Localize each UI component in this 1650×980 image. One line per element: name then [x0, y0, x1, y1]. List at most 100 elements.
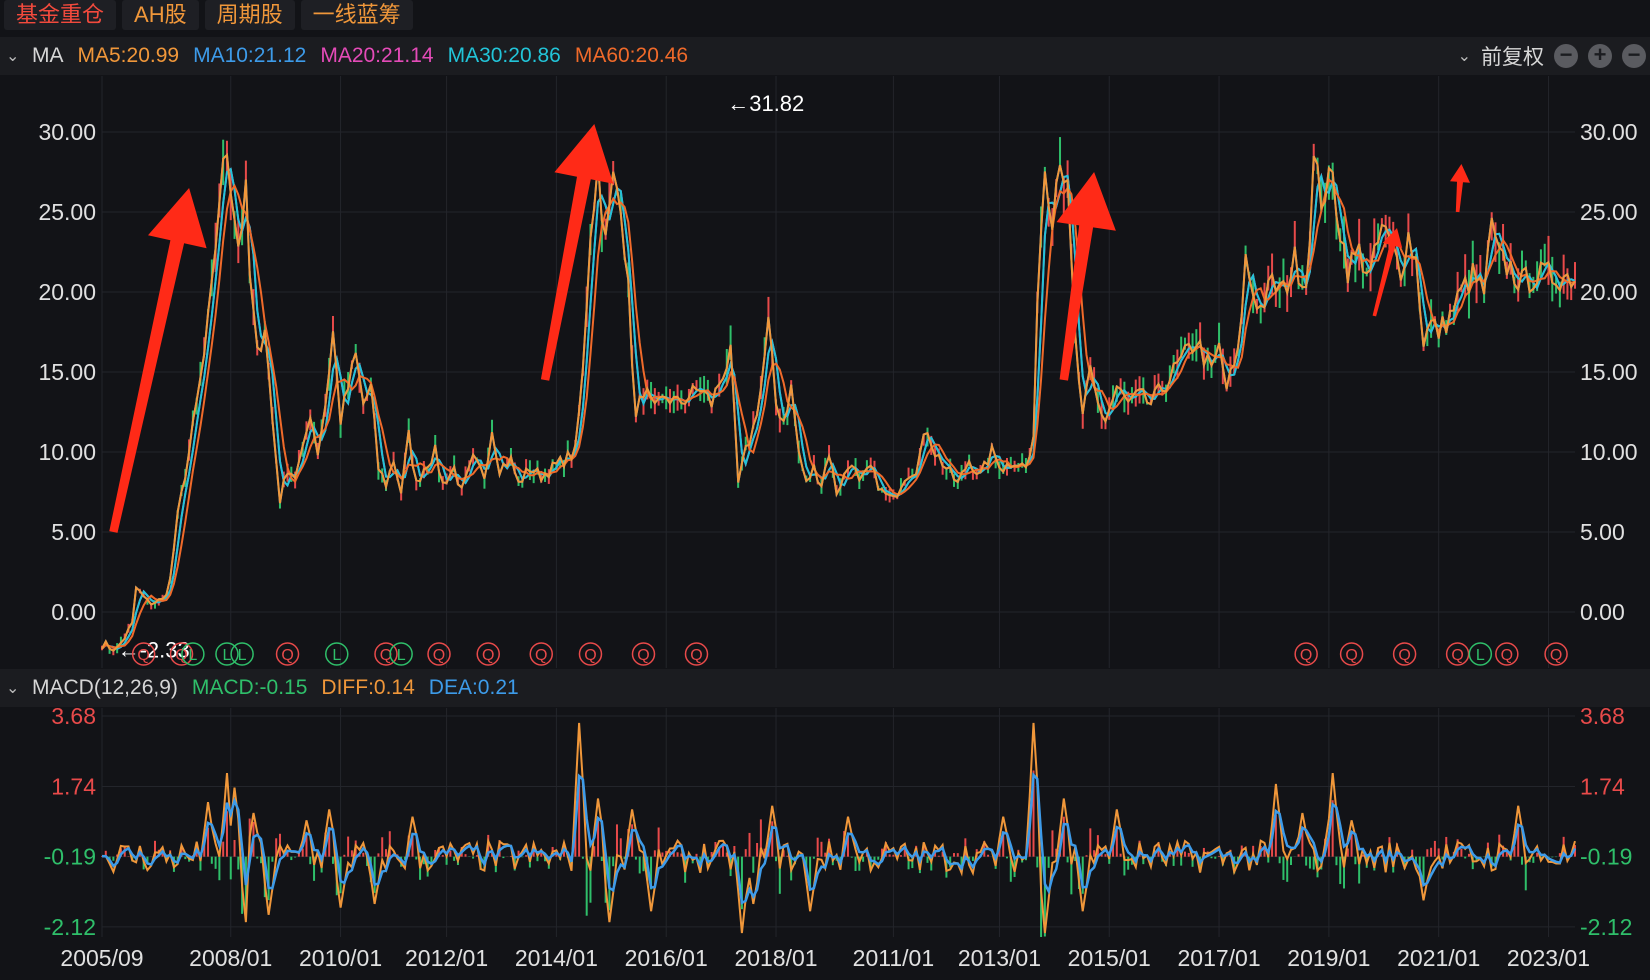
event-marker-q	[427, 642, 451, 666]
event-marker-label: L	[1476, 647, 1485, 664]
x-axis-label: 2021/01	[1397, 945, 1480, 971]
price-candles	[101, 137, 1576, 656]
event-marker-label: Q	[1550, 647, 1562, 664]
diff-value: DIFF:0.14	[321, 676, 415, 699]
trend-arrow-1	[540, 124, 614, 381]
event-marker-label: Q	[535, 647, 547, 664]
macd-ytick-right: 1.74	[1580, 774, 1625, 800]
x-axis-label: 2011/01	[853, 945, 934, 971]
x-axis-label: 2005/09	[60, 945, 143, 971]
ma20-line	[101, 167, 1576, 650]
collapse-macd-chevron-icon[interactable]: ⌄	[6, 680, 20, 697]
macd-ytick-right: -2.12	[1580, 914, 1632, 940]
trend-arrow-2	[1056, 172, 1116, 381]
adjust-mode-select[interactable]: 前复权	[1481, 46, 1544, 69]
event-marker-l	[230, 642, 254, 666]
event-marker-q	[476, 642, 500, 666]
macd-ytick-right: -0.19	[1580, 844, 1632, 870]
macd-ytick-left: -0.19	[44, 844, 96, 870]
event-marker-q	[1294, 642, 1318, 666]
event-marker-q	[631, 642, 656, 666]
event-marker-label: Q	[137, 647, 149, 664]
x-axis-label: 2013/01	[958, 945, 1041, 971]
x-axis-label: 2008/01	[189, 945, 272, 971]
event-marker-l	[181, 642, 205, 666]
event-marker-l	[389, 642, 413, 666]
price-ytick-right: 10.00	[1580, 439, 1638, 465]
event-marker-label: Q	[584, 647, 596, 664]
event-marker-label: L	[238, 647, 247, 664]
event-marker-q	[169, 642, 194, 666]
event-marker-label: Q	[433, 647, 445, 664]
remove-indicator-icon[interactable]: −	[1622, 44, 1646, 68]
macd-ytick-left: 3.68	[51, 703, 96, 729]
price-ytick-left: 15.00	[38, 359, 96, 385]
trend-arrow-3	[1372, 228, 1403, 317]
price-ytick-right: 5.00	[1580, 519, 1625, 545]
price-ytick-left: 0.00	[51, 599, 96, 625]
collapse-main-chevron-icon[interactable]: ⌄	[6, 48, 20, 65]
price-ytick-left: 10.00	[38, 439, 96, 465]
event-marker-label: L	[223, 647, 232, 664]
x-axis-label: 2017/01	[1177, 945, 1260, 971]
event-marker-label: Q	[281, 647, 293, 664]
event-marker-q	[1495, 642, 1519, 666]
dea-value: DEA:0.21	[428, 676, 519, 699]
ma-indicator-name[interactable]: MA	[32, 44, 64, 67]
price-ytick-right: 20.00	[1580, 279, 1638, 305]
event-marker-label: Q	[1451, 647, 1463, 664]
zoom-in-icon[interactable]: +	[1588, 44, 1612, 68]
price-ytick-left: 5.00	[51, 519, 96, 545]
event-marker-q	[1339, 642, 1364, 666]
event-marker-label: Q	[1345, 647, 1357, 664]
price-ytick-left: 30.00	[38, 119, 96, 145]
trend-arrow-4	[1450, 164, 1470, 213]
event-marker-q	[131, 642, 156, 666]
dea-line	[101, 771, 1577, 905]
ma5-value: MA5:20.99	[77, 44, 180, 67]
macd-indicator-name[interactable]: MACD(12,26,9)	[32, 676, 178, 699]
ma10-value: MA10:21.12	[193, 44, 307, 67]
macd-ytick-left: -2.12	[44, 914, 96, 940]
x-axis-label: 2012/01	[405, 945, 488, 971]
adjust-dropdown-chevron-icon[interactable]: ⌄	[1457, 48, 1471, 65]
high-price-label: ←31.82	[727, 91, 804, 116]
macd-ytick-right: 3.68	[1580, 703, 1625, 729]
x-axis-label: 2015/01	[1068, 945, 1151, 971]
event-marker-q	[275, 642, 300, 666]
price-ytick-right: 0.00	[1580, 599, 1625, 625]
event-marker-q	[684, 642, 709, 666]
price-ytick-right: 30.00	[1580, 119, 1638, 145]
tab-blue-chips[interactable]: 一线蓝筹	[300, 0, 413, 30]
zoom-out-icon[interactable]: −	[1554, 44, 1578, 68]
ma60-line	[101, 177, 1576, 650]
event-marker-label: L	[332, 647, 341, 664]
event-marker-q	[374, 642, 398, 666]
event-marker-label: Q	[690, 647, 702, 664]
category-tabs: 基金重仓 AH股 周期股 一线蓝筹	[0, 0, 413, 32]
ma30-value: MA30:20.86	[447, 44, 561, 67]
event-marker-q	[578, 642, 603, 666]
event-marker-l	[215, 642, 239, 666]
x-axis-label: 2016/01	[625, 945, 708, 971]
main-panel-controls: ⌄ 前复权 − + −	[1458, 37, 1650, 75]
diff-line	[101, 722, 1576, 934]
event-marker-label: Q	[1501, 647, 1513, 664]
event-marker-q	[1544, 642, 1568, 666]
main-indicator-bar: ⌄ MA MA5:20.99 MA10:21.12 MA20:21.14 MA3…	[0, 37, 1650, 75]
tab-fund-holdings[interactable]: 基金重仓	[4, 0, 117, 30]
ma5-line	[101, 152, 1576, 652]
tab-ah-shares[interactable]: AH股	[122, 0, 199, 30]
event-marker-label: Q	[637, 647, 649, 664]
ma20-value: MA20:21.14	[320, 44, 434, 67]
x-axis-label: 2018/01	[734, 945, 817, 971]
trend-arrow-0	[109, 188, 207, 533]
x-axis-label: 2014/01	[515, 945, 598, 971]
tab-cyclical-stocks[interactable]: 周期股	[204, 0, 295, 30]
price-ytick-right: 25.00	[1580, 199, 1638, 225]
ma60-value: MA60:20.46	[574, 44, 689, 67]
ma10-line	[101, 152, 1576, 652]
x-axis-label: 2010/01	[299, 945, 382, 971]
